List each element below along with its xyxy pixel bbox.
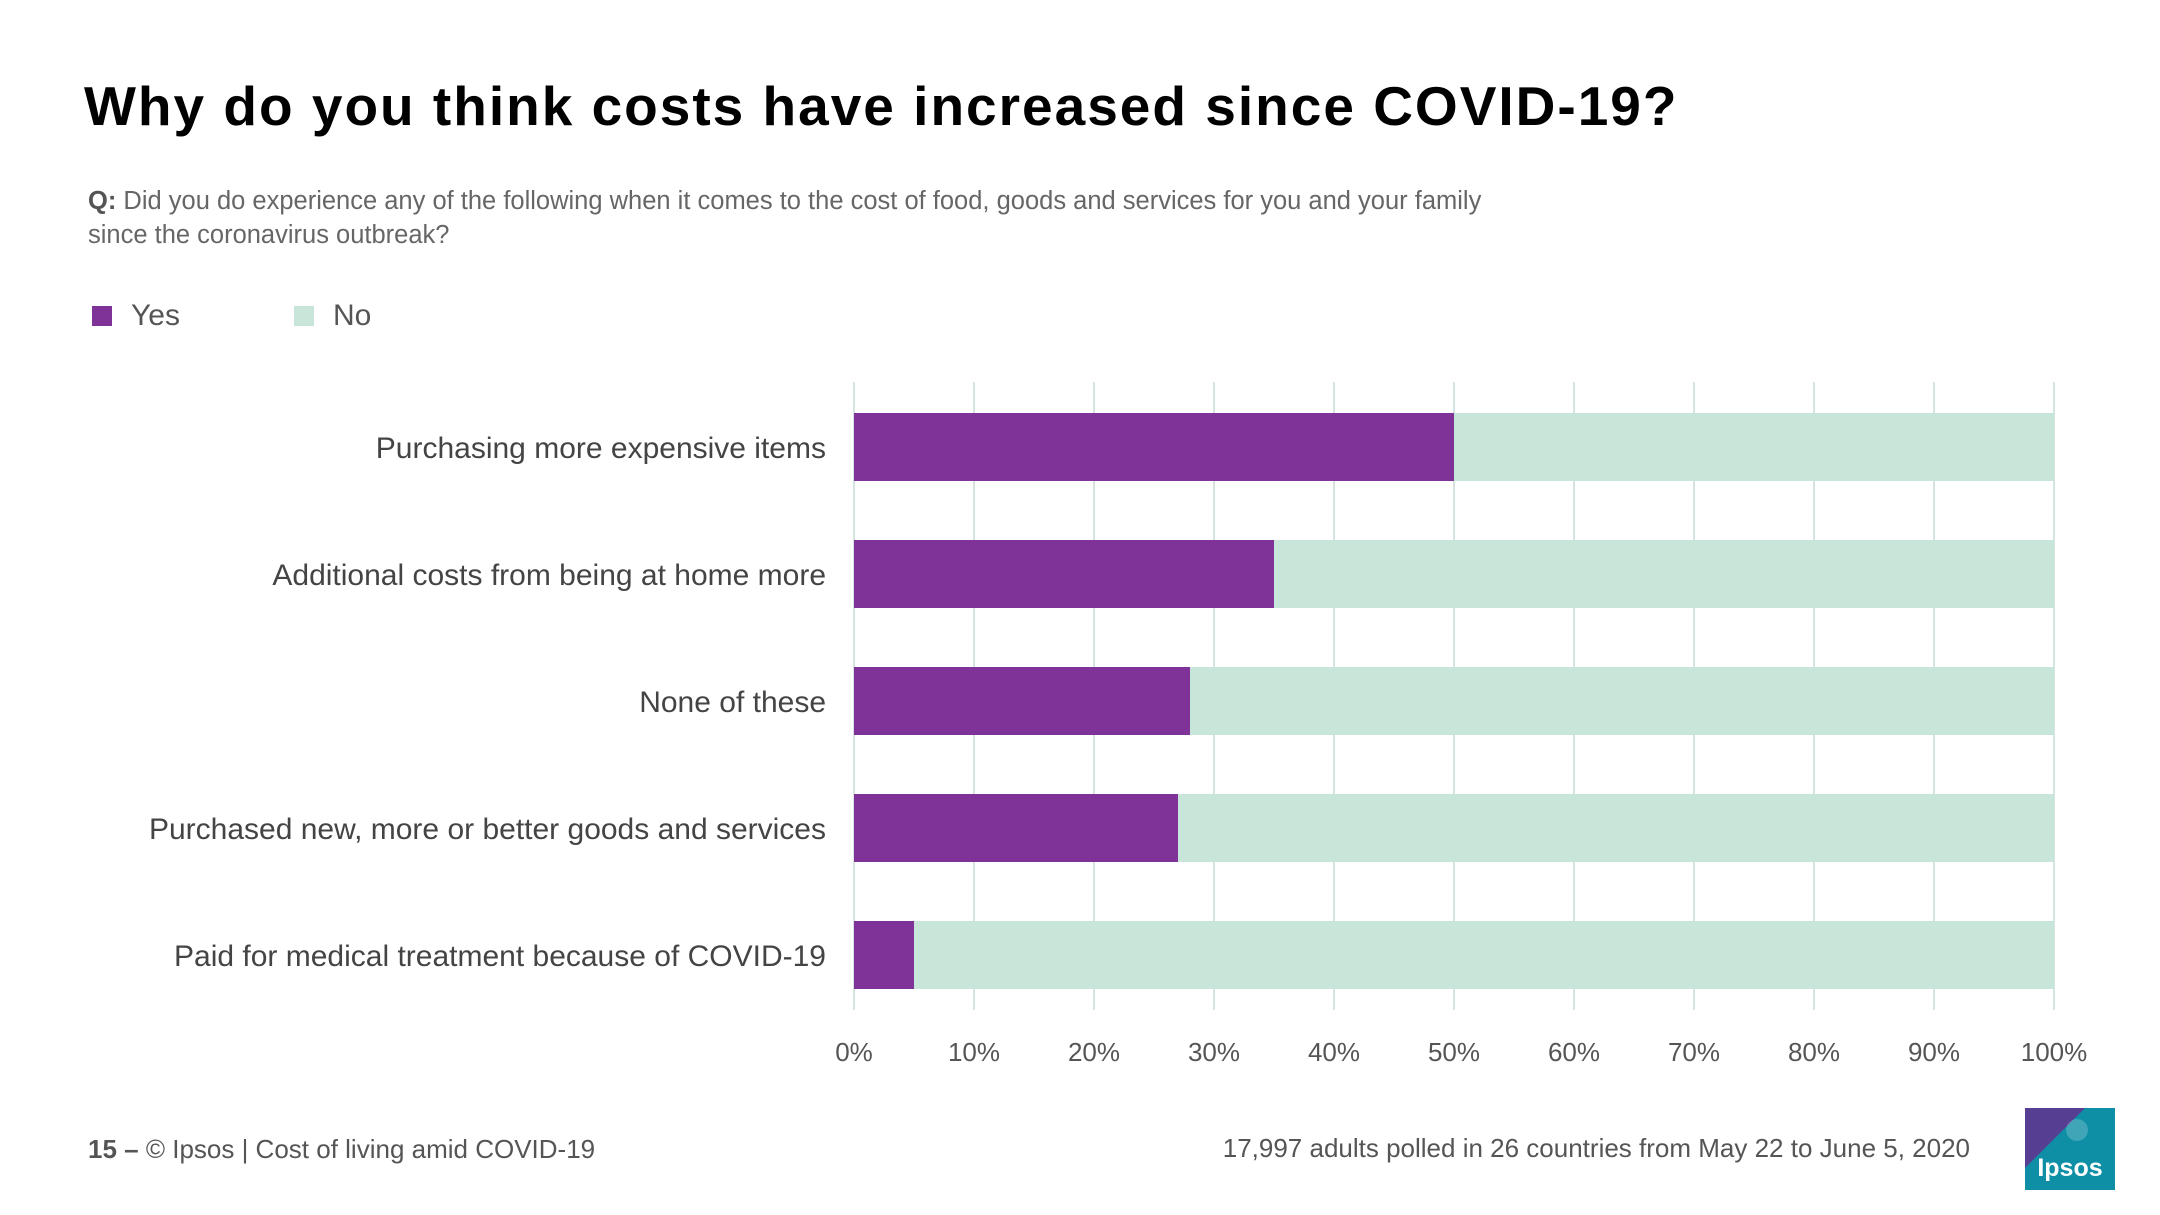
x-tick-label: 80% xyxy=(1788,1037,1840,1067)
legend-label-no: No xyxy=(333,299,372,332)
footer-note: 17,997 adults polled in 26 countries fro… xyxy=(1222,1133,1970,1163)
legend-item-yes: Yes xyxy=(92,296,180,336)
bar-yes xyxy=(854,921,914,989)
bar-no xyxy=(1178,794,2054,862)
x-tick-label: 70% xyxy=(1668,1037,1720,1067)
question-text: Did you do experience any of the followi… xyxy=(88,187,1482,249)
bar-yes xyxy=(854,794,1178,862)
legend-swatch-yes xyxy=(92,306,112,326)
stacked-bar-chart: Purchasing more expensive items Additiona… xyxy=(149,382,2088,1067)
logo-accent xyxy=(2025,1108,2085,1168)
x-tick-label: 20% xyxy=(1068,1037,1120,1067)
x-tick-label: 100% xyxy=(2021,1037,2088,1067)
category-label: None of these xyxy=(639,686,826,719)
bar-yes xyxy=(854,540,1274,608)
footer-source-text: © Ipsos | Cost of living amid COVID-19 xyxy=(138,1134,596,1164)
x-tick-label: 30% xyxy=(1188,1037,1240,1067)
bar-no xyxy=(1274,540,2054,608)
legend-label-yes: Yes xyxy=(131,299,180,332)
x-tick-label: 40% xyxy=(1308,1037,1360,1067)
footer-source: 15 – © Ipsos | Cost of living amid COVID… xyxy=(88,1134,595,1165)
legend-item-no: No xyxy=(294,296,371,336)
logo-text: Ipsos xyxy=(2037,1154,2102,1182)
footer-page-number: 15 – xyxy=(88,1134,139,1164)
bar-no xyxy=(914,921,2054,989)
category-label: Paid for medical treatment because of CO… xyxy=(174,940,826,973)
legend-swatch-no xyxy=(294,306,314,326)
page-title: Why do you think costs have increased si… xyxy=(84,75,1679,137)
x-tick-label: 90% xyxy=(1908,1037,1960,1067)
bar-no xyxy=(1454,413,2054,481)
x-tick-label: 50% xyxy=(1428,1037,1480,1067)
bar-no xyxy=(1190,667,2054,735)
question-prefix: Q: xyxy=(88,187,117,215)
category-label: Purchased new, more or better goods and … xyxy=(149,813,826,846)
category-label: Additional costs from being at home more xyxy=(272,559,826,592)
ipsos-logo: Ipsos xyxy=(2025,1108,2115,1190)
x-tick-label: 60% xyxy=(1548,1037,1600,1067)
logo-mark xyxy=(2066,1119,2088,1141)
category-label: Purchasing more expensive items xyxy=(376,432,826,465)
survey-question: Q: Did you do experience any of the foll… xyxy=(88,184,1528,252)
bar-yes xyxy=(854,667,1190,735)
bar-yes xyxy=(854,413,1454,481)
x-tick-label: 0% xyxy=(835,1037,873,1067)
x-tick-label: 10% xyxy=(948,1037,1000,1067)
